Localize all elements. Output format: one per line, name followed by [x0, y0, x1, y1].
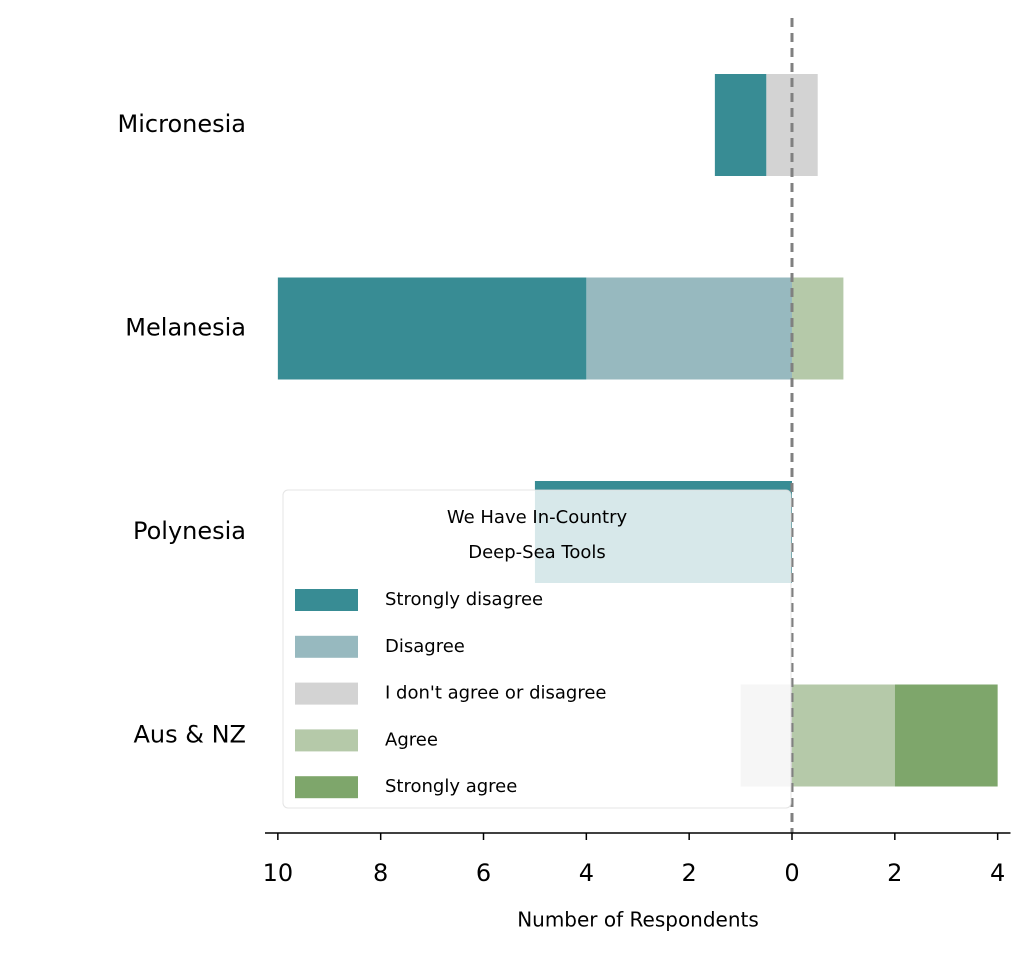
legend-label: Disagree — [385, 636, 465, 657]
x-tick-label: 0 — [784, 859, 799, 887]
legend-label: Strongly disagree — [385, 589, 543, 610]
legend: We Have In-Country Deep-Sea Tools Strongly… — [282, 489, 792, 809]
x-tick-label: 2 — [887, 859, 902, 887]
legend-title: Deep-Sea Tools — [468, 542, 606, 563]
legend-box — [282, 489, 792, 809]
legend-label: Agree — [385, 729, 438, 750]
bar-segment — [586, 277, 792, 380]
bar-segment — [277, 277, 587, 380]
legend-label: Strongly agree — [385, 776, 517, 797]
x-tick-label: 6 — [476, 859, 491, 887]
x-tick-label: 8 — [373, 859, 388, 887]
legend-swatch — [295, 682, 358, 705]
legend-swatch — [295, 589, 358, 611]
x-axis-label: Number of Respondents — [517, 908, 759, 932]
category-label: Aus & NZ — [134, 721, 247, 749]
x-tick-label: 4 — [579, 859, 594, 887]
x-tick-label: 4 — [990, 859, 1005, 887]
legend-swatch — [295, 729, 358, 752]
bar-segment — [791, 277, 844, 380]
category-label: Polynesia — [133, 517, 246, 545]
x-tick-label: 10 — [263, 859, 294, 887]
category-label: Micronesia — [118, 110, 246, 138]
bar-segment — [714, 74, 767, 176]
legend-swatch — [295, 776, 358, 799]
legend-title: We Have In-Country — [447, 507, 628, 528]
legend-swatch — [295, 635, 358, 658]
x-tick-label: 2 — [682, 859, 697, 887]
bar-segment — [894, 684, 998, 787]
category-label: Melanesia — [125, 314, 246, 342]
bar-segment — [791, 684, 895, 787]
legend-label: I don't agree or disagree — [385, 683, 606, 704]
